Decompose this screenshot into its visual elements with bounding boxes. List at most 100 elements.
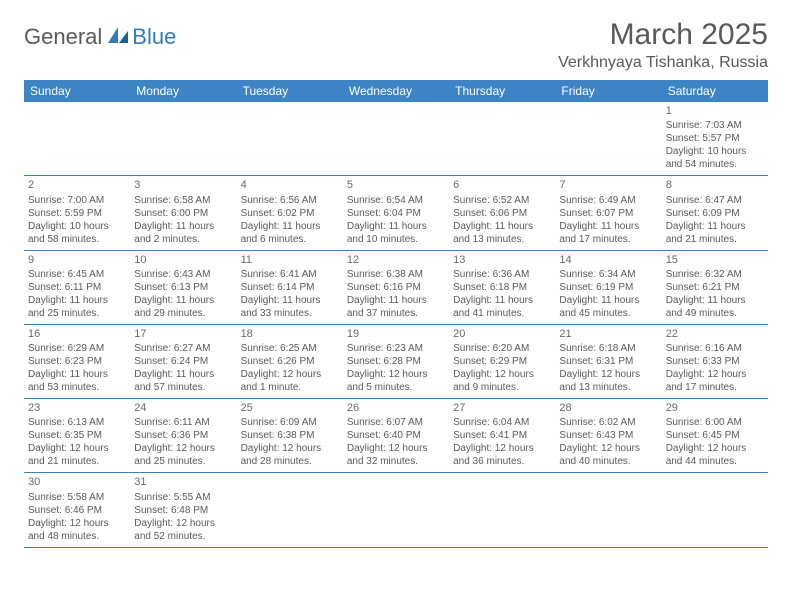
calendar-body: 1Sunrise: 7:03 AMSunset: 5:57 PMDaylight… [24, 102, 768, 547]
sunset-line: Sunset: 6:18 PM [453, 281, 551, 294]
sunrise-line: Sunrise: 5:55 AM [134, 491, 232, 504]
sunset-line: Sunset: 6:46 PM [28, 504, 126, 517]
calendar-cell: 20Sunrise: 6:20 AMSunset: 6:29 PMDayligh… [449, 324, 555, 398]
sunrise-line: Sunrise: 6:52 AM [453, 194, 551, 207]
calendar-cell-empty [449, 473, 555, 547]
sunrise-line: Sunrise: 6:11 AM [134, 416, 232, 429]
calendar-cell: 8 Sunrise: 6:47 AMSunset: 6:09 PMDaylight… [662, 176, 768, 250]
daylight-line: Daylight: 12 hours and 9 minutes. [453, 368, 551, 394]
sunrise-line: Sunrise: 6:00 AM [666, 416, 764, 429]
calendar-table: SundayMondayTuesdayWednesdayThursdayFrid… [24, 80, 768, 548]
calendar-cell: 28Sunrise: 6:02 AMSunset: 6:43 PMDayligh… [555, 399, 661, 473]
daylight-line: Daylight: 10 hours and 54 minutes. [666, 145, 764, 171]
calendar-cell: 26Sunrise: 6:07 AMSunset: 6:40 PMDayligh… [343, 399, 449, 473]
day-number: 16 [28, 327, 126, 341]
calendar-cell: 12Sunrise: 6:38 AMSunset: 6:16 PMDayligh… [343, 250, 449, 324]
sunset-line: Sunset: 6:04 PM [347, 207, 445, 220]
calendar-cell: 4Sunrise: 6:56 AMSunset: 6:02 PMDaylight… [237, 176, 343, 250]
calendar-cell-empty [662, 473, 768, 547]
daylight-line: Daylight: 12 hours and 32 minutes. [347, 442, 445, 468]
calendar-cell: 2Sunrise: 7:00 AMSunset: 5:59 PMDaylight… [24, 176, 130, 250]
daylight-line: Daylight: 12 hours and 28 minutes. [241, 442, 339, 468]
day-number: 8 [666, 178, 764, 192]
sunset-line: Sunset: 5:57 PM [666, 132, 764, 145]
calendar-cell-empty [555, 102, 661, 176]
daylight-line: Daylight: 12 hours and 44 minutes. [666, 442, 764, 468]
daylight-line: Daylight: 12 hours and 36 minutes. [453, 442, 551, 468]
sunset-line: Sunset: 6:16 PM [347, 281, 445, 294]
day-number: 3 [134, 178, 232, 192]
sunset-line: Sunset: 6:06 PM [453, 207, 551, 220]
sunset-line: Sunset: 6:09 PM [666, 207, 764, 220]
day-number: 7 [559, 178, 657, 192]
sunrise-line: Sunrise: 6:49 AM [559, 194, 657, 207]
calendar-cell: 18Sunrise: 6:25 AMSunset: 6:26 PMDayligh… [237, 324, 343, 398]
sunrise-line: Sunrise: 6:56 AM [241, 194, 339, 207]
sunrise-line: Sunrise: 7:03 AM [666, 119, 764, 132]
daylight-line: Daylight: 12 hours and 25 minutes. [134, 442, 232, 468]
weekday-header: Wednesday [343, 80, 449, 102]
calendar-cell: 22Sunrise: 6:16 AMSunset: 6:33 PMDayligh… [662, 324, 768, 398]
daylight-line: Daylight: 12 hours and 13 minutes. [559, 368, 657, 394]
sunset-line: Sunset: 6:19 PM [559, 281, 657, 294]
day-number: 13 [453, 253, 551, 267]
sunset-line: Sunset: 6:38 PM [241, 429, 339, 442]
calendar-cell: 21Sunrise: 6:18 AMSunset: 6:31 PMDayligh… [555, 324, 661, 398]
calendar-row: 23Sunrise: 6:13 AMSunset: 6:35 PMDayligh… [24, 399, 768, 473]
calendar-cell: 11Sunrise: 6:41 AMSunset: 6:14 PMDayligh… [237, 250, 343, 324]
daylight-line: Daylight: 11 hours and 45 minutes. [559, 294, 657, 320]
calendar-cell-empty [449, 102, 555, 176]
day-number: 12 [347, 253, 445, 267]
daylight-line: Daylight: 11 hours and 13 minutes. [453, 220, 551, 246]
day-number: 17 [134, 327, 232, 341]
day-number: 24 [134, 401, 232, 415]
sunset-line: Sunset: 6:07 PM [559, 207, 657, 220]
calendar-cell-empty [237, 473, 343, 547]
calendar-cell: 9Sunrise: 6:45 AMSunset: 6:11 PMDaylight… [24, 250, 130, 324]
daylight-line: Daylight: 11 hours and 37 minutes. [347, 294, 445, 320]
sunrise-line: Sunrise: 6:41 AM [241, 268, 339, 281]
sunset-line: Sunset: 6:14 PM [241, 281, 339, 294]
daylight-line: Daylight: 11 hours and 10 minutes. [347, 220, 445, 246]
location: Verkhnyaya Tishanka, Russia [558, 54, 768, 72]
sunrise-line: Sunrise: 6:29 AM [28, 342, 126, 355]
calendar-cell-empty [343, 473, 449, 547]
calendar-cell: 23Sunrise: 6:13 AMSunset: 6:35 PMDayligh… [24, 399, 130, 473]
month-title: March 2025 [558, 18, 768, 52]
sunset-line: Sunset: 6:31 PM [559, 355, 657, 368]
sunrise-line: Sunrise: 6:36 AM [453, 268, 551, 281]
day-number: 15 [666, 253, 764, 267]
daylight-line: Daylight: 11 hours and 25 minutes. [28, 294, 126, 320]
sunrise-line: Sunrise: 6:23 AM [347, 342, 445, 355]
daylight-line: Daylight: 11 hours and 53 minutes. [28, 368, 126, 394]
sunset-line: Sunset: 6:00 PM [134, 207, 232, 220]
day-number: 9 [28, 253, 126, 267]
day-number: 21 [559, 327, 657, 341]
sunset-line: Sunset: 6:26 PM [241, 355, 339, 368]
day-number: 14 [559, 253, 657, 267]
calendar-cell: 7Sunrise: 6:49 AMSunset: 6:07 PMDaylight… [555, 176, 661, 250]
sunrise-line: Sunrise: 6:25 AM [241, 342, 339, 355]
sunset-line: Sunset: 6:29 PM [453, 355, 551, 368]
calendar-row: 9Sunrise: 6:45 AMSunset: 6:11 PMDaylight… [24, 250, 768, 324]
day-number: 23 [28, 401, 126, 415]
sunrise-line: Sunrise: 6:13 AM [28, 416, 126, 429]
sunrise-line: Sunrise: 6:47 AM [666, 194, 764, 207]
sunset-line: Sunset: 6:11 PM [28, 281, 126, 294]
calendar-cell: 13Sunrise: 6:36 AMSunset: 6:18 PMDayligh… [449, 250, 555, 324]
sunset-line: Sunset: 6:45 PM [666, 429, 764, 442]
day-number: 22 [666, 327, 764, 341]
day-number: 25 [241, 401, 339, 415]
sunrise-line: Sunrise: 6:07 AM [347, 416, 445, 429]
calendar-cell: 5Sunrise: 6:54 AMSunset: 6:04 PMDaylight… [343, 176, 449, 250]
calendar-cell: 10Sunrise: 6:43 AMSunset: 6:13 PMDayligh… [130, 250, 236, 324]
sunrise-line: Sunrise: 6:04 AM [453, 416, 551, 429]
day-number: 27 [453, 401, 551, 415]
header: General Blue March 2025 Verkhnyaya Tisha… [24, 18, 768, 72]
logo-text-general: General [24, 24, 102, 50]
calendar-cell: 17Sunrise: 6:27 AMSunset: 6:24 PMDayligh… [130, 324, 236, 398]
daylight-line: Daylight: 11 hours and 21 minutes. [666, 220, 764, 246]
sunrise-line: Sunrise: 6:20 AM [453, 342, 551, 355]
sunrise-line: Sunrise: 6:02 AM [559, 416, 657, 429]
calendar-cell: 6Sunrise: 6:52 AMSunset: 6:06 PMDaylight… [449, 176, 555, 250]
